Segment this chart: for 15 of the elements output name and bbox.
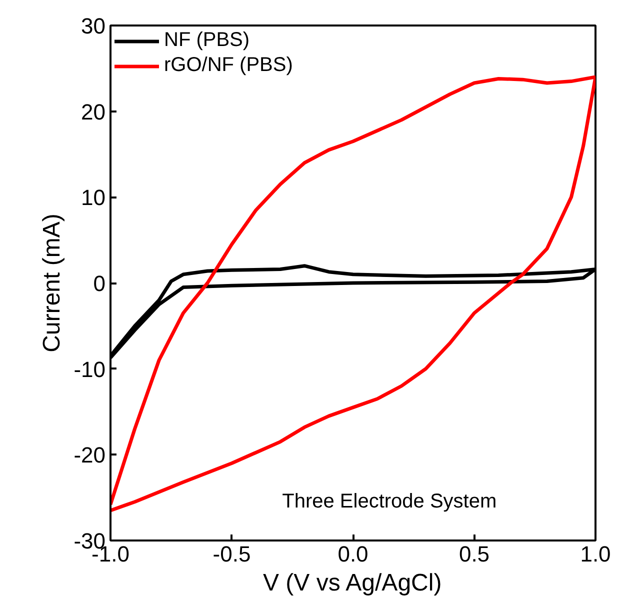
- y-tick-label: 20: [81, 99, 106, 124]
- y-axis-title: Current (mA): [38, 214, 66, 352]
- y-tick-label: -20: [74, 442, 106, 468]
- annotation: Three Electrode System: [282, 490, 497, 512]
- y-tick-label: 0: [93, 271, 106, 296]
- x-tick-label: 0.5: [458, 542, 490, 566]
- legend-label: NF (PBS): [164, 29, 250, 52]
- x-tick-label: 0.0: [338, 542, 368, 566]
- x-axis-title: V (V vs Ag/AgCl): [262, 570, 442, 596]
- y-tick-label: 30: [81, 14, 106, 38]
- x-tick-label: 1.0: [580, 542, 611, 566]
- y-tick-label: -10: [74, 356, 106, 382]
- y-tick-label: 10: [81, 185, 106, 210]
- x-tick-label: -0.5: [212, 542, 251, 566]
- legend-label: rGO/NF (PBS): [164, 54, 293, 77]
